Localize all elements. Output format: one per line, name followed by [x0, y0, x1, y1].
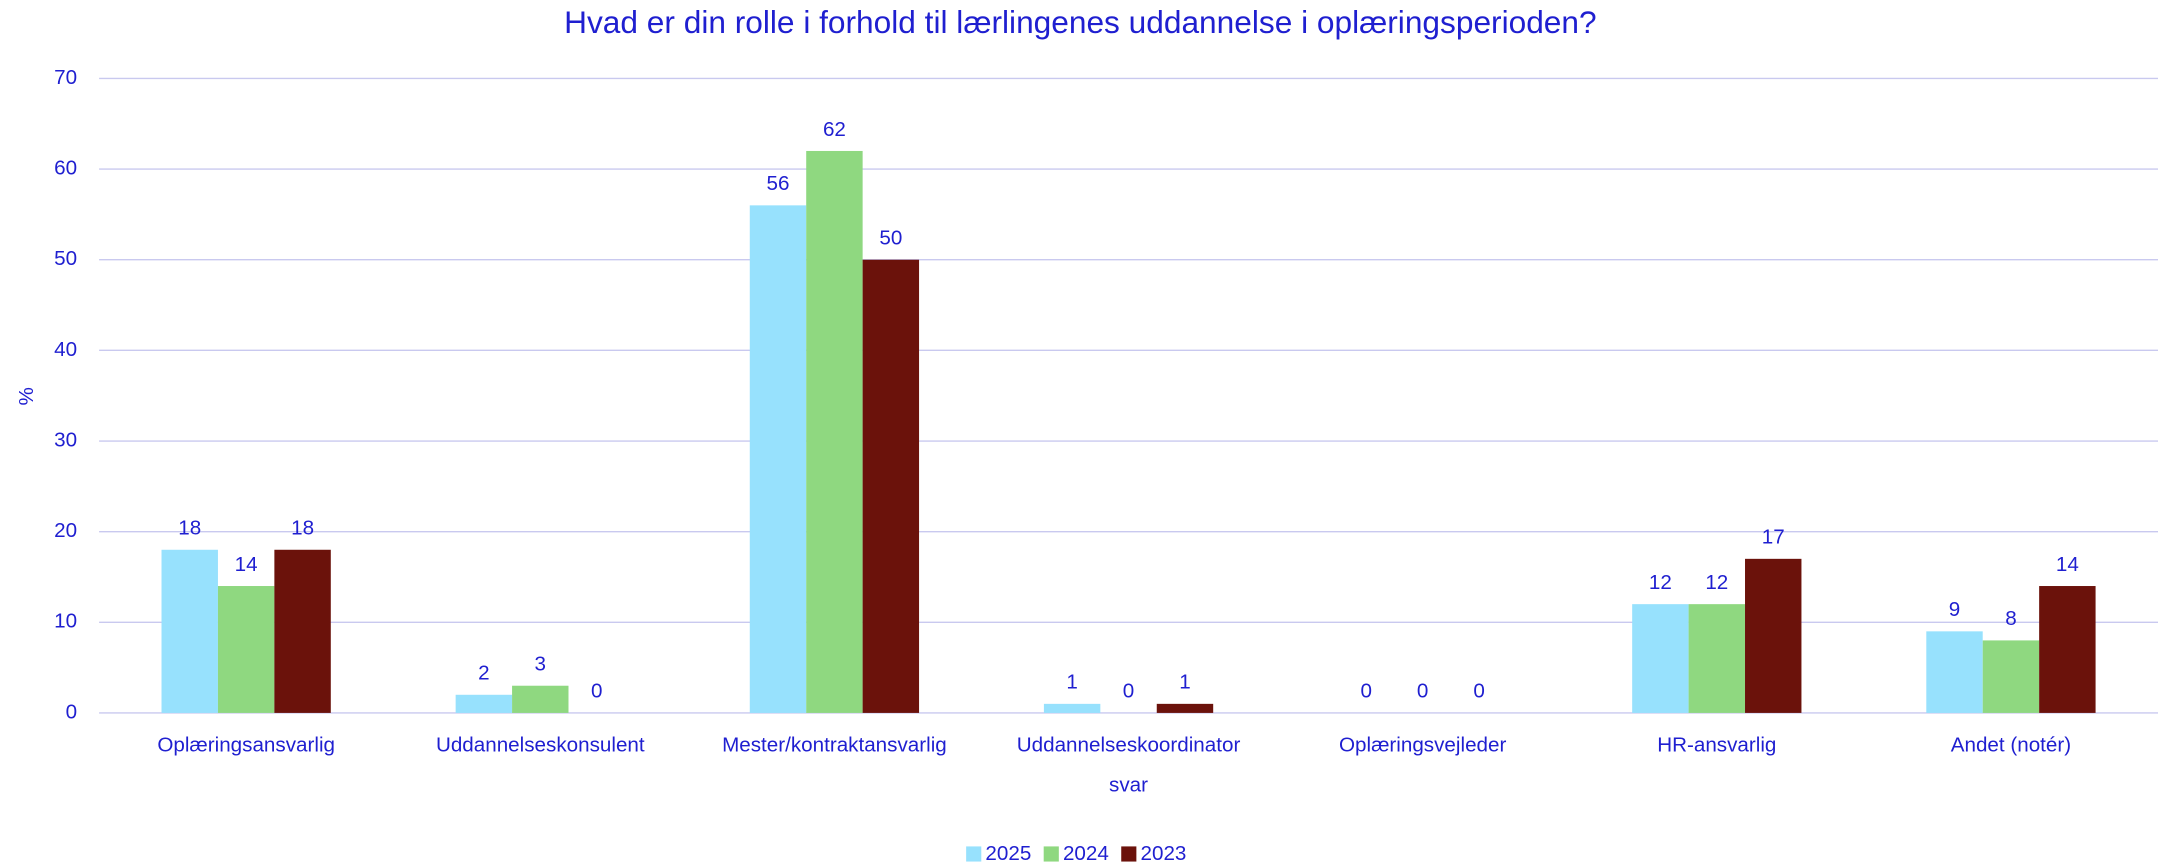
x-tick-label: Oplæringsvejleder	[1339, 733, 1506, 756]
bar	[1156, 703, 1214, 713]
bar	[862, 259, 920, 713]
bar	[274, 549, 331, 713]
data-label: 8	[2005, 607, 2016, 630]
bar	[1745, 558, 1802, 713]
y-tick-label: 40	[54, 338, 77, 361]
bar	[217, 586, 275, 713]
legend-swatch	[1121, 846, 1137, 862]
data-label: 12	[1649, 571, 1672, 594]
bar	[749, 205, 807, 713]
bar	[1982, 640, 2040, 713]
data-label: 0	[1361, 680, 1372, 703]
y-tick-label: 70	[54, 66, 77, 89]
bar	[161, 549, 218, 713]
data-label: 56	[767, 172, 790, 195]
legend-label: 2024	[1063, 842, 1109, 865]
data-label: 12	[1705, 571, 1728, 594]
x-axis-label: svar	[1109, 773, 1148, 796]
data-label: 0	[591, 680, 602, 703]
data-label: 50	[879, 227, 902, 250]
data-label: 14	[235, 553, 258, 576]
data-label: 3	[535, 653, 546, 676]
bar	[1043, 703, 1101, 713]
chart-title: Hvad er din rolle i forhold til lærlinge…	[564, 4, 1596, 40]
legend-label: 2023	[1141, 842, 1187, 865]
legend-swatch	[1043, 846, 1059, 862]
bar	[512, 685, 569, 713]
data-label: 0	[1123, 680, 1134, 703]
y-tick-label: 0	[66, 700, 77, 723]
data-label: 1	[1066, 671, 1077, 694]
y-tick-label: 50	[54, 247, 77, 270]
x-tick-label: Uddannelseskoordinator	[1017, 733, 1241, 756]
y-tick-label: 10	[54, 610, 77, 633]
x-tick-label: Mester/kontraktansvarlig	[722, 733, 947, 756]
data-label: 0	[1473, 680, 1484, 703]
x-tick-label: Uddannelseskonsulent	[436, 733, 645, 756]
y-tick-label: 60	[54, 157, 77, 180]
bar	[455, 694, 513, 713]
data-label: 62	[823, 118, 846, 141]
bar	[1632, 604, 1689, 713]
bar	[1926, 631, 1983, 713]
legend-label: 2025	[985, 842, 1031, 865]
x-tick-label: Andet (notér)	[1951, 733, 2071, 756]
data-label: 18	[178, 517, 201, 540]
data-label: 2	[478, 662, 489, 685]
bar	[806, 150, 863, 713]
bar	[1688, 604, 1746, 713]
data-label: 1	[1179, 671, 1190, 694]
data-label: 0	[1417, 680, 1428, 703]
data-label: 18	[291, 517, 314, 540]
x-tick-label: HR-ansvarlig	[1657, 733, 1776, 756]
y-axis-label: %	[15, 387, 38, 405]
data-label: 14	[2056, 553, 2079, 576]
data-label: 17	[1762, 526, 1785, 549]
bar	[2039, 586, 2096, 713]
x-tick-label: Oplæringsansvarlig	[157, 733, 335, 756]
y-tick-label: 20	[54, 519, 77, 542]
legend-swatch	[966, 846, 982, 862]
y-tick-label: 30	[54, 428, 77, 451]
data-label: 9	[1949, 598, 1960, 621]
